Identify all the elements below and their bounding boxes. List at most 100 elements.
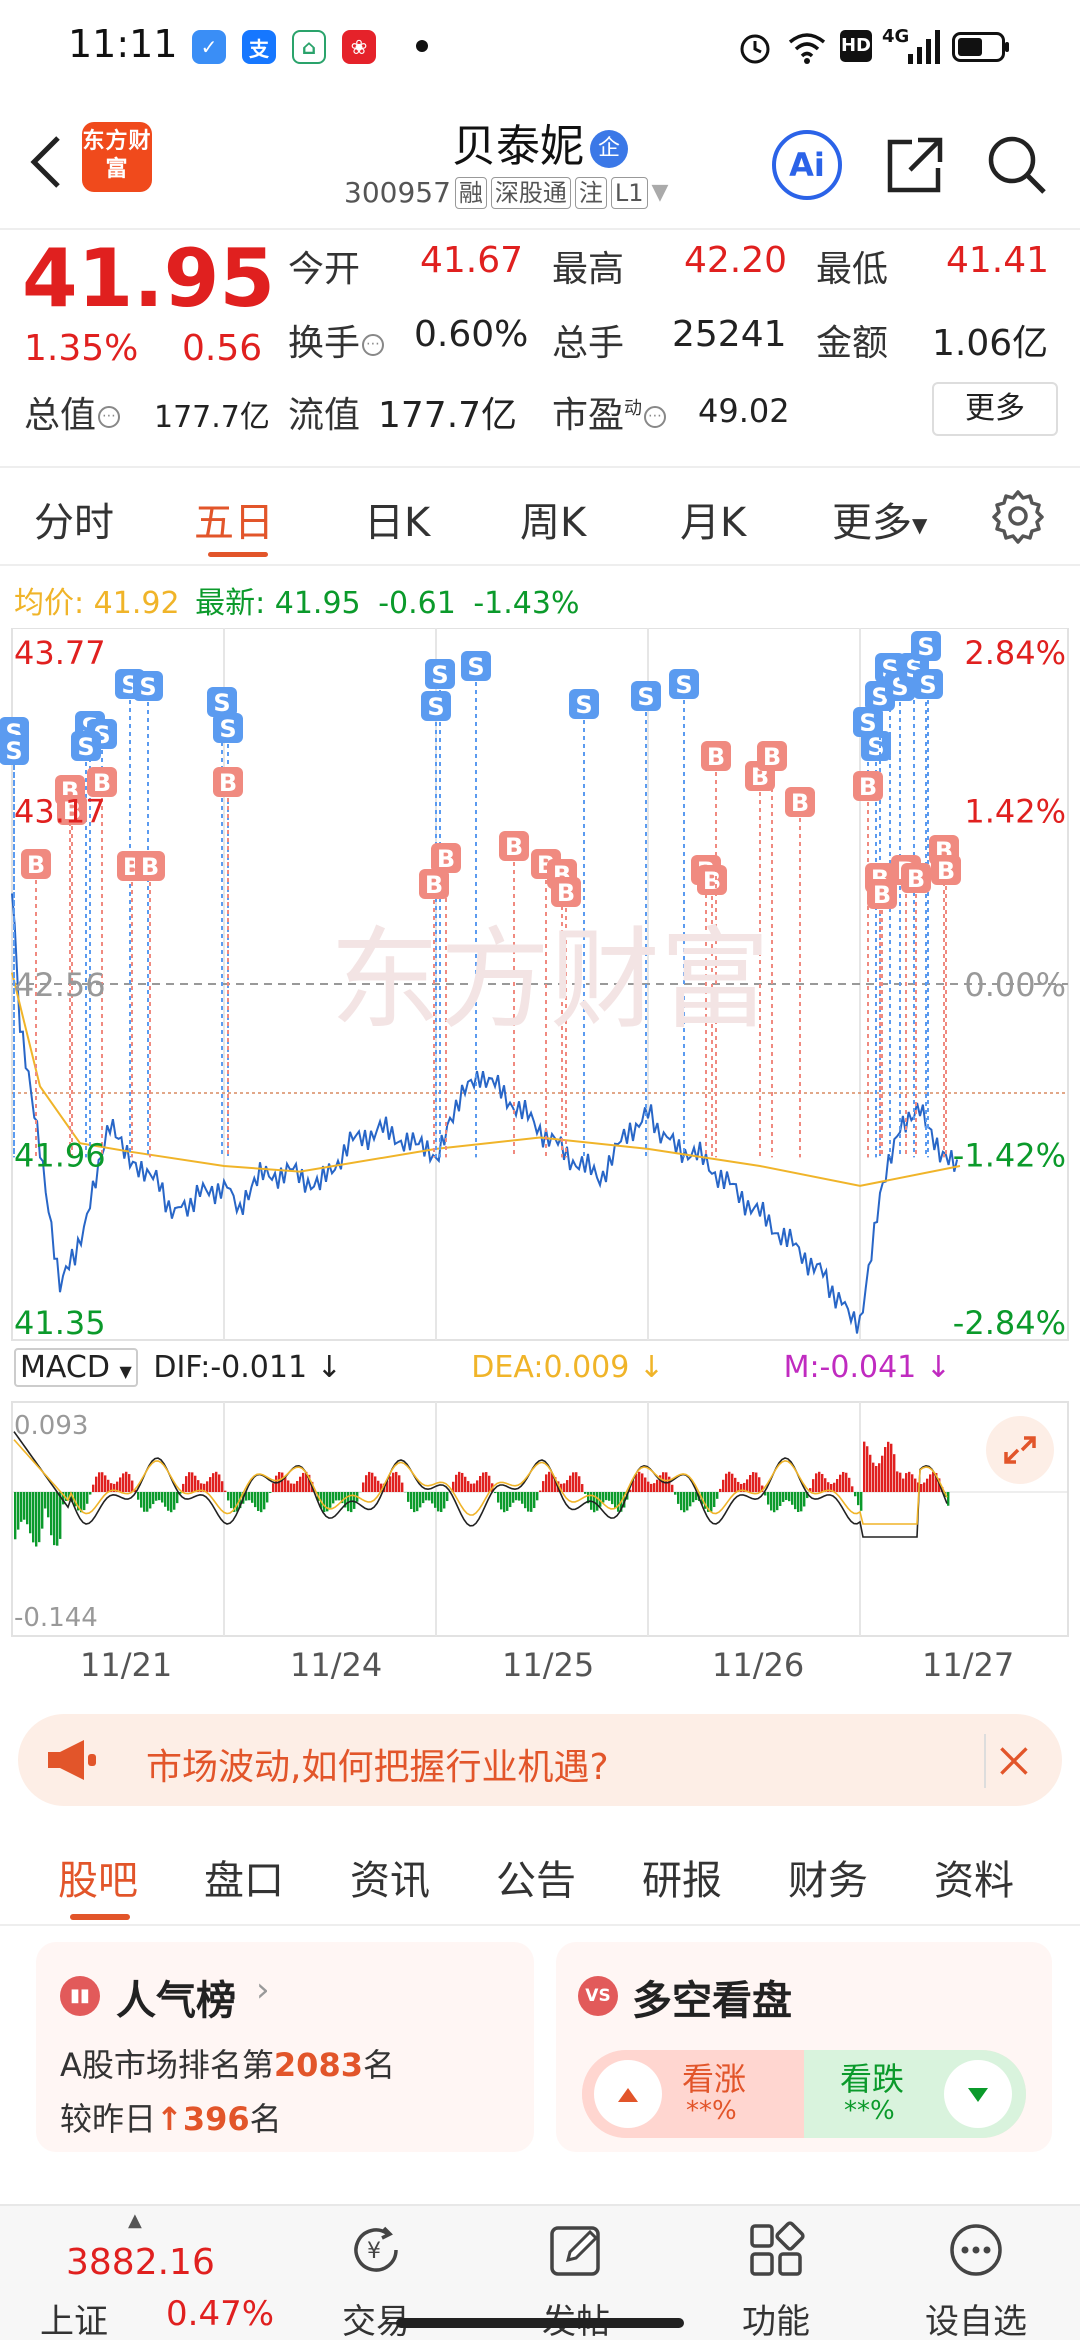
macd-bar-up (728, 1471, 731, 1492)
sell-marker (631, 681, 661, 711)
macd-bar-down (50, 1492, 53, 1536)
macd-bar-down (707, 1492, 710, 1512)
macd-bar-up (368, 1471, 371, 1492)
macd-indicator-select[interactable]: MACD ▼ (14, 1348, 138, 1387)
buy-marker (499, 831, 529, 861)
macd-bar-down (584, 1492, 587, 1494)
market-cap-info-icon[interactable]: ⋯ (98, 406, 121, 428)
bottom-nav: ▲ 3882.16 上证 0.47% ¥ 交易 发帖 功能 设自 (0, 2204, 1080, 2340)
macd-bar-down (251, 1492, 254, 1503)
tab-profile[interactable]: 资料 (934, 1858, 1014, 1904)
buy-marker (867, 879, 897, 909)
macd-bar-up (113, 1483, 116, 1492)
buy-marker (135, 851, 165, 881)
macd-bar-up (548, 1471, 551, 1492)
macd-bar-up (893, 1454, 896, 1492)
macd-bar-down (35, 1492, 38, 1547)
tab-financials[interactable]: 财务 (788, 1858, 868, 1904)
latest-percent: -1.43% (473, 586, 580, 621)
tab-news[interactable]: 资讯 (350, 1858, 430, 1904)
macd-chart[interactable]: 0.093 -0.144 (0, 1400, 1080, 1640)
macd-bar-down (38, 1492, 41, 1543)
close-icon[interactable] (984, 1734, 1038, 1788)
macd-bar-down (689, 1492, 692, 1507)
marker-label: B (437, 845, 455, 873)
popularity-card[interactable]: ▮▮ 人气榜 › A股市场排名第2083名 较昨日↑396名 (36, 1942, 534, 2152)
flower-app-icon: ❀ (342, 30, 376, 64)
nav-watchlist[interactable]: 设自选 (876, 2206, 1076, 2340)
latest-label: 最新: (195, 586, 266, 621)
tab-weekly-k[interactable]: 周K (520, 500, 587, 546)
y-axis-label-left: 42.56 (14, 966, 106, 1004)
macd-y-bottom: -0.144 (14, 1603, 98, 1633)
watermark-logo: 东方财富 (330, 916, 770, 1044)
turnover-info-icon[interactable]: ⋯ (362, 334, 385, 356)
macd-bar-up (224, 1490, 227, 1492)
tab-daily-k[interactable]: 日K (364, 500, 431, 546)
macd-bar-down (341, 1492, 344, 1504)
macd-bar-up (839, 1474, 842, 1492)
macd-bar-up (209, 1477, 212, 1492)
date-axis: 11/21 11/24 11/25 11/26 11/27 (0, 1646, 1080, 1692)
tab-announcements[interactable]: 公告 (496, 1858, 576, 1904)
pe-info-icon[interactable]: ⋯ (644, 406, 667, 428)
sell-marker (133, 671, 163, 701)
macd-bar-up (560, 1483, 563, 1492)
gear-icon[interactable] (990, 488, 1046, 544)
nav-functions[interactable]: 功能 (676, 2206, 876, 2340)
sentiment-card[interactable]: VS 多空看盘 看涨 **% 看跌 **% (556, 1942, 1052, 2152)
macd-bar-up (296, 1481, 299, 1492)
macd-bar-up (197, 1480, 200, 1492)
macd-bar-down (173, 1492, 176, 1510)
macd-bar-up (833, 1482, 836, 1492)
current-price: 41.95 (22, 232, 276, 325)
tab-research[interactable]: 研报 (642, 1858, 722, 1904)
macd-bar-down (431, 1492, 434, 1504)
tab-order-book[interactable]: 盘口 (204, 1858, 284, 1904)
tab-intraday[interactable]: 分时 (34, 500, 114, 546)
macd-bar-up (653, 1483, 656, 1492)
edit-icon (550, 2226, 600, 2276)
macd-bar-down (767, 1492, 770, 1505)
marker-label: B (141, 853, 159, 881)
more-quote-button[interactable]: 更多 (932, 382, 1058, 436)
search-icon[interactable] (984, 132, 1050, 198)
macd-bar-up (101, 1472, 104, 1492)
share-icon[interactable] (882, 132, 948, 198)
macd-bar-up (815, 1473, 818, 1492)
float-cap-value: 177.7亿 (378, 395, 518, 436)
back-arrow-icon[interactable] (22, 132, 72, 192)
macd-bar-up (749, 1474, 752, 1492)
down-arrow-icon: ↓ (307, 1350, 342, 1385)
ai-button[interactable]: Ai (772, 130, 842, 200)
stock-tags[interactable]: 300957 融 深股通 注 L1 ▼ (344, 176, 668, 209)
marker-label: B (859, 773, 877, 801)
expand-chart-button[interactable] (986, 1416, 1054, 1484)
macd-bar-down (605, 1492, 608, 1501)
buy-marker (757, 741, 787, 771)
bull-vote-button[interactable]: 看涨 **% (582, 2050, 804, 2138)
macd-bar-up (212, 1473, 215, 1492)
sell-marker (911, 631, 941, 661)
macd-bar-up (395, 1471, 398, 1492)
bar-chart-icon: ▮▮ (60, 1976, 100, 2016)
promo-banner[interactable]: 市场波动,如何把握行业机遇? (18, 1714, 1062, 1806)
marker-label: B (557, 879, 575, 907)
marker-label: S (919, 671, 936, 699)
five-day-price-chart[interactable]: SSSSSSSSSSSSSSSSSSSSSSSBBBBBBBBBBBBBBBBB… (0, 628, 1080, 1344)
macd-bar-up (647, 1481, 650, 1492)
macd-bar-down (782, 1492, 785, 1502)
dea-line (13, 1439, 948, 1525)
index-ticker[interactable]: ▲ 3882.16 上证 0.47% (0, 2206, 274, 2340)
macd-bar-down (179, 1492, 182, 1494)
tab-monthly-k[interactable]: 月K (680, 500, 747, 546)
tab-forum[interactable]: 股吧 (58, 1858, 138, 1904)
macd-bar-up (656, 1479, 659, 1492)
macd-bar-down (155, 1492, 158, 1501)
tab-more-periods[interactable]: 更多▼ (832, 500, 928, 546)
macd-bar-down (56, 1492, 59, 1546)
macd-bar-up (848, 1477, 851, 1492)
macd-bar-down (440, 1492, 443, 1513)
trade-icon: ¥ (354, 2226, 398, 2272)
tab-five-day[interactable]: 五日 (194, 500, 274, 546)
